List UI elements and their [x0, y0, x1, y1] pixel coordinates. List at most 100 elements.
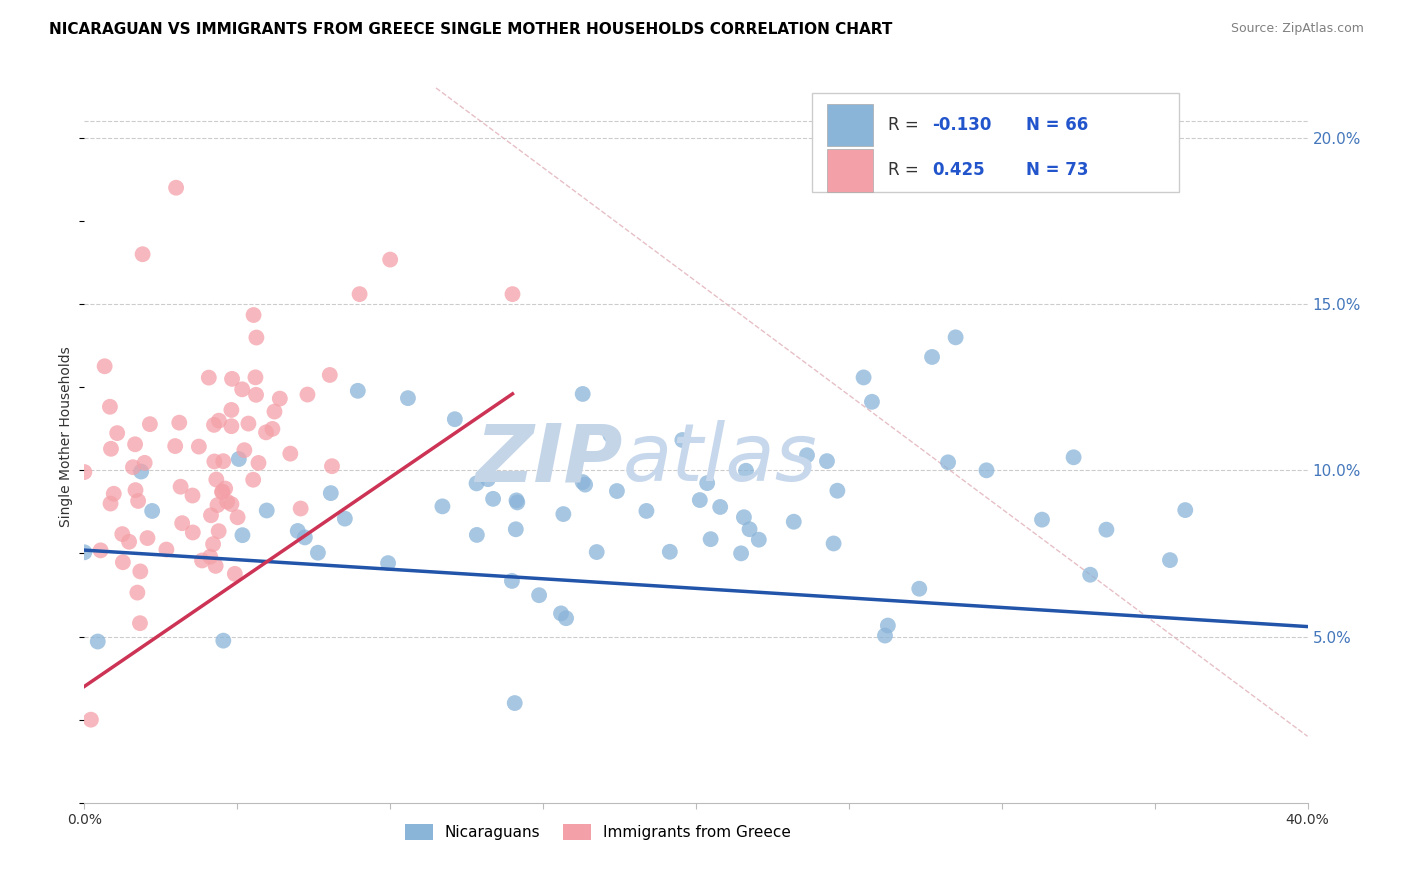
Text: Source: ZipAtlas.com: Source: ZipAtlas.com	[1230, 22, 1364, 36]
Point	[823, 536, 845, 550]
Point	[550, 607, 572, 621]
Point	[221, 497, 243, 511]
Text: 0.425: 0.425	[932, 161, 984, 179]
Point	[256, 503, 278, 517]
Point	[165, 180, 187, 194]
Point	[658, 545, 681, 559]
Point	[242, 473, 264, 487]
Text: N = 73: N = 73	[1026, 161, 1088, 179]
Point	[333, 511, 356, 525]
Point	[585, 545, 607, 559]
Point	[187, 440, 209, 454]
Point	[482, 491, 505, 506]
Point	[730, 546, 752, 560]
Point	[873, 629, 896, 643]
Point	[181, 525, 204, 540]
Point	[208, 414, 231, 428]
Point	[73, 465, 96, 479]
Point	[599, 428, 621, 442]
Point	[294, 530, 316, 544]
Point	[852, 370, 875, 384]
Point	[432, 500, 454, 514]
Point	[319, 486, 342, 500]
Point	[118, 534, 141, 549]
Point	[221, 403, 243, 417]
Point	[377, 556, 399, 570]
Point	[319, 368, 342, 382]
Point	[827, 483, 849, 498]
Point	[198, 370, 221, 384]
Text: NICARAGUAN VS IMMIGRANTS FROM GREECE SINGLE MOTHER HOUSEHOLDS CORRELATION CHART: NICARAGUAN VS IMMIGRANTS FROM GREECE SIN…	[49, 22, 893, 37]
Point	[202, 454, 225, 468]
Point	[129, 565, 152, 579]
Point	[226, 510, 249, 524]
Point	[505, 493, 527, 508]
FancyBboxPatch shape	[827, 103, 873, 146]
Point	[506, 495, 529, 509]
Point	[527, 588, 550, 602]
Point	[860, 394, 883, 409]
Point	[211, 484, 233, 499]
Point	[1095, 523, 1118, 537]
Point	[503, 696, 526, 710]
Point	[87, 634, 110, 648]
Point	[571, 387, 593, 401]
Point	[571, 475, 593, 489]
Point	[141, 504, 163, 518]
Point	[93, 359, 115, 374]
Point	[269, 392, 291, 406]
Point	[815, 454, 838, 468]
Point	[207, 498, 229, 512]
Point	[1174, 503, 1197, 517]
Point	[167, 416, 190, 430]
Point	[221, 372, 243, 386]
Point	[443, 412, 465, 426]
Y-axis label: Single Mother Households: Single Mother Households	[59, 347, 73, 527]
Point	[262, 422, 284, 436]
Point	[200, 508, 222, 523]
Point	[465, 476, 488, 491]
FancyBboxPatch shape	[813, 94, 1180, 192]
Point	[211, 485, 233, 500]
Point	[172, 516, 194, 531]
Point	[945, 330, 967, 344]
Point	[208, 524, 231, 538]
Point	[936, 455, 959, 469]
Point	[111, 527, 134, 541]
Point	[553, 507, 575, 521]
Point	[231, 528, 253, 542]
Point	[709, 500, 731, 514]
Text: ZIP: ZIP	[475, 420, 623, 498]
Point	[247, 456, 270, 470]
Point	[242, 308, 264, 322]
Point	[131, 247, 153, 261]
Point	[127, 585, 149, 599]
Point	[748, 533, 770, 547]
Text: N = 66: N = 66	[1026, 116, 1088, 134]
Point	[124, 437, 146, 451]
Point	[696, 476, 718, 491]
Point	[231, 382, 253, 396]
Point	[555, 611, 578, 625]
Point	[134, 456, 156, 470]
Point	[502, 287, 524, 301]
Point	[136, 531, 159, 545]
Point	[139, 417, 162, 432]
Point	[501, 574, 523, 588]
Point	[90, 543, 112, 558]
Point	[1031, 513, 1053, 527]
Point	[671, 433, 693, 447]
Point	[202, 537, 225, 551]
Point	[254, 425, 277, 440]
Point	[396, 391, 419, 405]
Point	[212, 633, 235, 648]
Point	[100, 497, 122, 511]
Point	[105, 426, 128, 441]
Text: R =: R =	[889, 161, 924, 179]
Point	[689, 493, 711, 508]
Point	[122, 460, 145, 475]
Point	[127, 494, 149, 508]
Point	[1078, 567, 1101, 582]
Point	[202, 417, 225, 432]
Point	[214, 482, 236, 496]
